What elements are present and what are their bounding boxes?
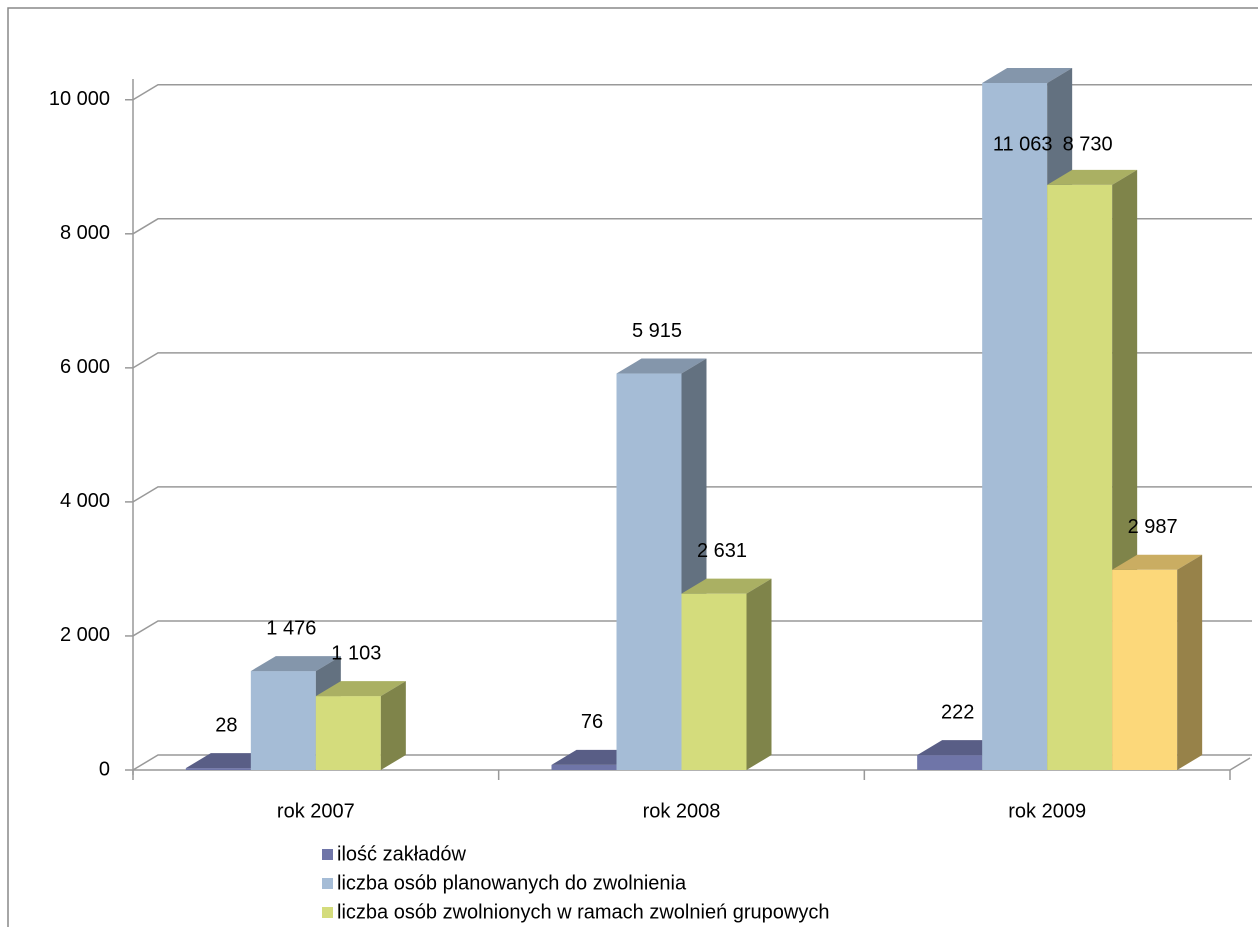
legend-swatch <box>322 878 333 889</box>
data-label: 2 987 <box>1128 516 1178 538</box>
y-tick-label: 4 000 <box>60 490 110 512</box>
bar-front <box>250 671 316 770</box>
grid-line <box>132 218 1252 235</box>
bar-front <box>1047 184 1113 770</box>
y-tick-label: 6 000 <box>60 356 110 378</box>
bar <box>681 578 772 770</box>
bar-front <box>551 764 617 770</box>
bar-top <box>982 68 1073 83</box>
legend-label: liczba osób zwolnionych w ramach zwolnie… <box>337 901 829 923</box>
data-label: 11 063 <box>993 133 1053 155</box>
y-tick-label: 8 000 <box>60 222 110 244</box>
y-tick-label: 2 000 <box>60 624 110 646</box>
bar <box>1112 554 1203 770</box>
bar-top <box>1112 554 1203 570</box>
bar-top <box>616 358 707 374</box>
x-tick-label: rok 2007 <box>277 800 355 822</box>
bar-top <box>250 656 341 672</box>
bar-side <box>746 578 772 770</box>
bar-top <box>681 578 772 594</box>
bar-front <box>185 768 251 770</box>
legend-swatch <box>322 849 333 860</box>
bar-front <box>982 83 1048 770</box>
data-label: 1 103 <box>331 642 381 664</box>
legend-swatch <box>322 907 333 918</box>
bar-top <box>315 681 406 697</box>
bar-side <box>380 681 406 770</box>
x-tick-label: rok 2009 <box>1008 800 1086 822</box>
bar-front <box>315 696 381 770</box>
grid-line <box>132 84 1252 101</box>
bar-front <box>917 755 983 770</box>
bar-side <box>1177 554 1203 770</box>
grid-line <box>132 486 1252 503</box>
legend-label: ilość zakładów <box>337 843 467 865</box>
bar-front <box>681 593 747 770</box>
data-label: 1 476 <box>266 617 316 639</box>
bar-front <box>1112 569 1178 770</box>
bar-top <box>1047 169 1138 185</box>
legend-label: liczba osób planowanych do zwolnienia <box>337 872 687 894</box>
y-tick-label: 0 <box>99 758 110 780</box>
data-label: 8 730 <box>1063 133 1113 155</box>
bar <box>315 681 406 770</box>
chart-border <box>7 7 1258 927</box>
x-tick-label: rok 2008 <box>643 800 721 822</box>
data-label: 76 <box>581 711 603 733</box>
data-label: 2 631 <box>697 540 747 562</box>
data-label: 28 <box>215 714 237 736</box>
data-label: 222 <box>941 701 974 723</box>
bar-front <box>616 373 682 770</box>
data-label: 5 915 <box>632 320 682 342</box>
grid-line <box>132 352 1252 369</box>
y-tick-label: 10 000 <box>49 88 110 110</box>
grid-line <box>132 620 1252 637</box>
grid-line <box>132 754 1252 771</box>
